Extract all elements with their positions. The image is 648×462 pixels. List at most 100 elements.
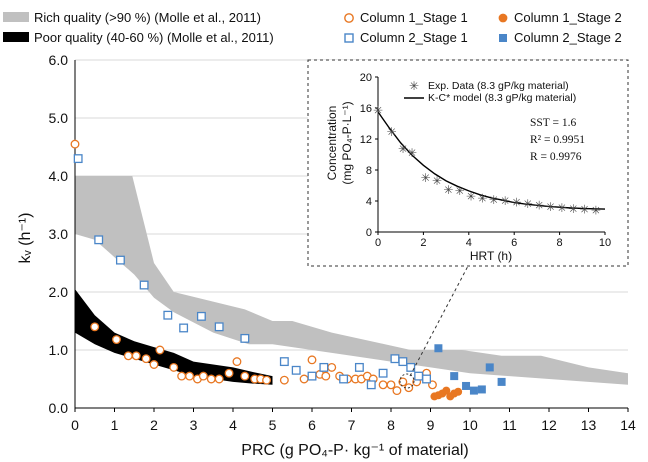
inset-y-tick-label-5: 20	[360, 72, 372, 84]
legend-label-column1-stage2: Column 1_Stage 2	[514, 10, 622, 25]
legend-marker-column1-stage1	[344, 13, 354, 23]
y-axis-label: kᵥ (h⁻¹)	[17, 213, 34, 264]
inset-x-axis-label: HRT (h)	[470, 249, 512, 263]
point-column-1-stage-1-1	[90, 322, 100, 332]
inset-x-tick-label-2: 4	[466, 237, 472, 249]
point-column-2-stage-1-18	[398, 357, 408, 367]
x-tick-label-14: 14	[620, 417, 636, 433]
point-column-1-stage-1-5	[141, 354, 151, 364]
point-column-1-stage-1-7	[155, 345, 165, 355]
inset-y-tick-label-1: 4	[366, 196, 372, 208]
inset-point-exp-11: ✳	[500, 194, 510, 208]
point-column-2-stage-1-9	[279, 357, 289, 367]
point-column-1-stage-1-22	[299, 374, 309, 384]
inset-point-exp-0: ✳	[373, 103, 383, 117]
inset-point-exp-5: ✳	[432, 174, 442, 188]
point-column-1-stage-1-3	[123, 351, 133, 361]
point-column-2-stage-1-7	[214, 322, 224, 332]
point-column-1-stage-1-25	[321, 371, 331, 381]
inset-point-exp-16: ✳	[557, 201, 567, 215]
x-tick-label-11: 11	[502, 417, 517, 433]
point-column-2-stage-1-0	[73, 154, 83, 164]
legend-label-poor-quality: Poor quality (40-60 %) (Molle et al., 20…	[34, 30, 274, 45]
point-column-2-stage-1-17	[390, 354, 400, 364]
point-column-2-stage-1-19	[406, 362, 416, 372]
inset-y-tick-label-0: 0	[366, 227, 372, 239]
point-column-1-stage-1-6	[149, 360, 159, 369]
inset-point-exp-4: ✳	[421, 171, 431, 185]
legend-label-column2-stage2: Column 2_Stage 2	[514, 30, 622, 45]
legend-label-column2-stage1: Column 2_Stage 1	[360, 30, 468, 45]
main-tick-labels: 0 1 2 3 4 5 6 7 8 9 10 11 12 13 140.01.02.03.04.05.06.…	[49, 52, 636, 433]
point-column-1-stage-1-10	[185, 371, 194, 381]
inset-point-exp-13: ✳	[523, 197, 533, 211]
point-column-2-stage-2-2	[462, 381, 471, 390]
inset-point-exp-1: ✳	[387, 125, 397, 139]
point-column-1-stage-1-35	[392, 386, 402, 396]
point-column-2-stage-2-3	[469, 386, 478, 395]
inset-point-exp-17: ✳	[568, 202, 578, 216]
y-tick-label-3: 3.0	[49, 226, 69, 242]
legend-marker-column2-stage1	[344, 33, 354, 43]
point-column-2-stage-1-4	[163, 310, 173, 320]
x-tick-label-10: 10	[462, 417, 478, 433]
inset-x-tick-label-5: 10	[599, 237, 611, 249]
inset-point-exp-6: ✳	[443, 183, 453, 197]
point-column-2-stage-2-6	[497, 377, 506, 386]
inset-y-tick-label-4: 16	[360, 103, 372, 115]
point-column-1-stage-1-4	[131, 351, 141, 361]
inset-y-axis-label-line1: Concentration	[325, 106, 339, 181]
inset-stat-r: R = 0.9976	[530, 151, 582, 163]
point-column-2-stage-1-10	[291, 365, 301, 375]
x-tick-label-9: 9	[427, 417, 435, 433]
point-column-2-stage-1-6	[196, 311, 206, 321]
point-column-1-stage-1-2	[112, 335, 121, 345]
point-column-1-stage-1-8	[169, 362, 179, 372]
point-column-2-stage-1-21	[422, 374, 431, 384]
inset-point-exp-10: ✳	[489, 193, 499, 207]
inset-axes	[375, 76, 606, 235]
inset-x-tick-label-1: 2	[420, 237, 426, 249]
highlighted-point-marker	[399, 373, 415, 389]
point-column-1-stage-1-33	[378, 380, 388, 390]
x-tick-label-6: 6	[308, 417, 316, 433]
inset-point-exp-18: ✳	[580, 203, 590, 217]
inset-x-tick-label-4: 8	[557, 237, 563, 249]
x-tick-label-1: 1	[111, 417, 119, 433]
inset-point-exp-3: ✳	[407, 146, 417, 160]
y-tick-label-0: 0.0	[49, 400, 69, 416]
x-tick-label-2: 2	[150, 417, 158, 433]
point-column-2-stage-1-16	[378, 368, 388, 378]
point-column-1-stage-1-9	[177, 371, 187, 381]
y-tick-label-1: 1.0	[49, 342, 69, 358]
point-column-1-stage-1-21	[279, 375, 289, 385]
point-column-2-stage-1-8	[240, 333, 250, 343]
inset-legend: ✳ Exp. Data (8.3 gP/kg material) K-C* mo…	[404, 79, 576, 104]
x-tick-label-5: 5	[269, 417, 277, 433]
inset-y-tick-label-2: 8	[366, 165, 372, 177]
point-column-2-stage-1-3	[139, 280, 149, 290]
inset-data-points: ✳✳✳ ✳✳ ✳✳ ✳ ✳ ✳ ✳ ✳ ✳ ✳ ✳ ✳ ✳ ✳ ✳ ✳	[373, 103, 601, 217]
point-column-1-stage-1-13	[206, 374, 216, 384]
inset-model-curve	[377, 111, 606, 210]
inset-point-exp-14: ✳	[534, 199, 544, 213]
point-column-2-stage-1-12	[319, 362, 329, 372]
inset-x-tick-label-0: 0	[375, 237, 381, 249]
x-tick-label-13: 13	[581, 417, 597, 433]
point-column-2-stage-2-4	[477, 385, 486, 394]
inset-point-exp-7: ✳	[455, 184, 465, 198]
inset-point-exp-15: ✳	[545, 200, 555, 214]
point-column-1-stage-1-14	[214, 374, 224, 384]
legend-swatch-poor-quality	[3, 32, 29, 42]
inset-stat-r2: R² = 0.9951	[530, 134, 585, 146]
x-tick-label-4: 4	[229, 417, 237, 433]
point-column-1-stage-1-12	[198, 371, 208, 381]
inset-model-line	[377, 111, 606, 210]
point-column-2-stage-2-0	[434, 344, 443, 353]
inset-legend-marker-exp: ✳	[409, 79, 419, 93]
point-column-2-stage-1-20	[414, 371, 424, 381]
point-column-2-stage-1-11	[307, 371, 317, 381]
inset-point-exp-12: ✳	[511, 196, 521, 210]
legend-swatch-rich-quality	[3, 12, 29, 22]
point-column-2-stage-1-15	[366, 380, 376, 390]
